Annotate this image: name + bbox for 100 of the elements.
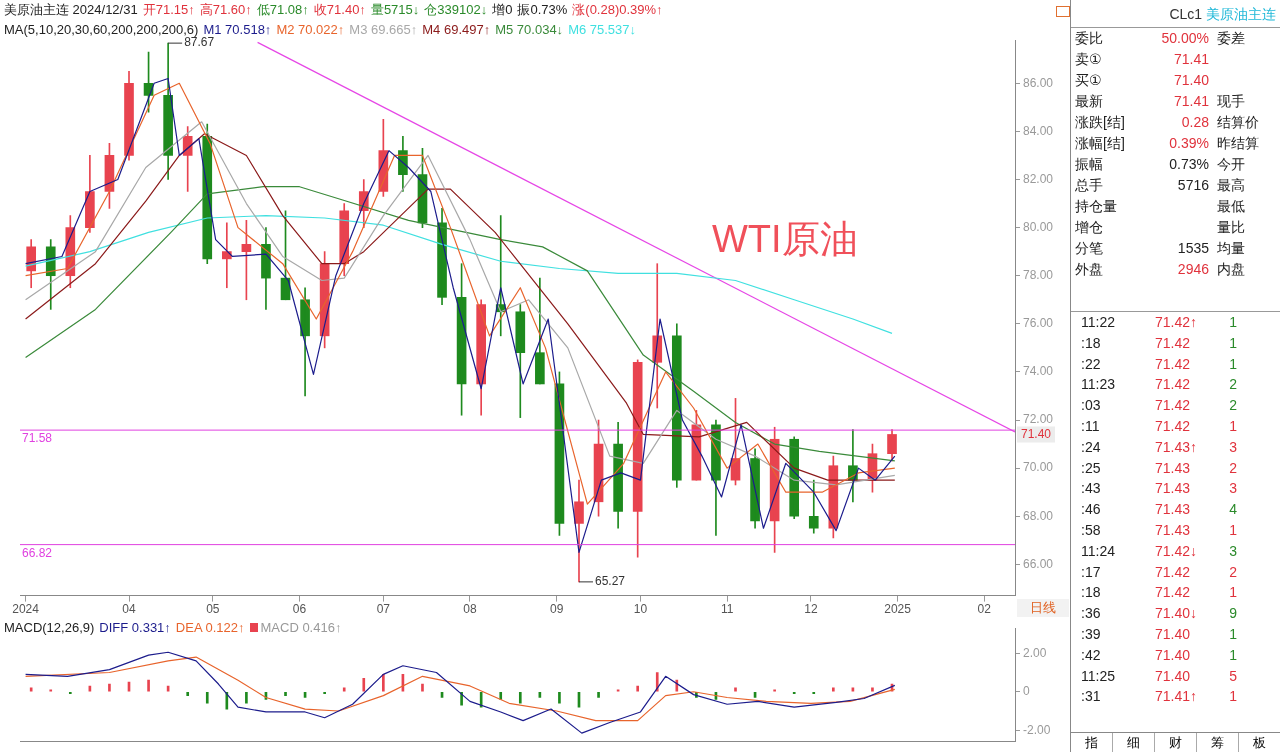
text: CLc1	[1169, 6, 1204, 22]
y-tick-label: 86.00	[1023, 75, 1054, 90]
text: 涨跌[结]	[1074, 113, 1126, 132]
bar	[792, 691, 796, 694]
text: 11:24	[1080, 541, 1116, 561]
text: :36	[1080, 604, 1102, 624]
text: 71.41↑	[1154, 687, 1199, 707]
text: 低71.08↑	[256, 2, 309, 17]
text: 71.40	[1021, 426, 1052, 441]
x-tick-label: 2025	[884, 602, 912, 617]
text: 财	[1155, 733, 1197, 752]
text: 9	[1228, 604, 1238, 624]
text: 1535	[1176, 239, 1210, 258]
text: 50.00%	[1160, 29, 1210, 48]
bar	[734, 687, 737, 692]
text: 3	[1228, 437, 1238, 457]
x-tick-label: 06	[292, 602, 307, 617]
bar	[773, 689, 776, 692]
text: 收71.40↑	[313, 2, 366, 17]
bar	[29, 687, 33, 692]
x-tick-label: 09	[549, 602, 564, 617]
text: 增仓	[1074, 218, 1104, 237]
text: 71.41	[1172, 50, 1210, 69]
series-label: DIFF 0.331↑	[99, 620, 171, 635]
text: 卖①	[1074, 50, 1103, 69]
x-tick-label: 12	[804, 602, 818, 617]
bar	[108, 683, 111, 692]
text: 1	[1228, 583, 1238, 603]
bar	[323, 691, 326, 694]
text: M4 69.497↑	[422, 22, 491, 37]
text: 量5715↓	[370, 2, 420, 17]
legend-title: MACD(12,26,9)	[4, 620, 95, 635]
text: M3 69.665↑	[349, 22, 418, 37]
text: M6 75.537↓	[568, 22, 637, 37]
y-tick-label: 68.00	[1023, 508, 1054, 523]
text: 最新	[1074, 92, 1104, 111]
text: 1	[1228, 624, 1238, 644]
text: 71.42	[1154, 354, 1192, 374]
text: 71.42↑	[1154, 313, 1199, 332]
y-tick-label: 76.00	[1023, 316, 1054, 331]
text: 71.41	[1172, 92, 1210, 111]
text: 0.73%	[1168, 155, 1210, 174]
text: 0.39%	[1168, 134, 1210, 153]
text: 11:22	[1080, 313, 1116, 332]
text: 总手	[1074, 176, 1104, 195]
chart-title: 美原油主连 2024/12/31	[4, 2, 138, 17]
text: 71.43↑	[1154, 437, 1199, 457]
text: 外盘	[1074, 260, 1104, 279]
text: 振幅	[1074, 155, 1104, 174]
text: 11:23	[1080, 375, 1116, 395]
bar	[49, 689, 53, 692]
text: :46	[1080, 500, 1102, 520]
text: WTI原油	[712, 217, 858, 262]
x-tick-label: 08	[463, 602, 477, 617]
text: 71.42	[1154, 396, 1192, 416]
legend-label: MACD 0.416↑	[260, 620, 342, 635]
text: M5 70.034↓	[495, 22, 564, 37]
text: 涨(0.28)0.39%↑	[572, 2, 663, 17]
x-tick-label: 05	[206, 602, 220, 617]
bar	[362, 677, 366, 692]
y-tick-label: 84.00	[1023, 123, 1054, 138]
bar	[245, 691, 248, 704]
text: :31	[1080, 687, 1102, 707]
text: 0.28	[1180, 113, 1210, 132]
x-tick-label: 2024	[12, 602, 40, 617]
text: 今开	[1216, 155, 1246, 174]
bar	[68, 691, 72, 694]
y-tick-label: 66.00	[1023, 556, 1054, 571]
text: 1	[1228, 417, 1238, 436]
text: :24	[1080, 437, 1102, 457]
text: M1 70.518↑	[203, 22, 272, 37]
x-tick-label: 07	[376, 602, 391, 617]
ref-line-label: 71.58	[22, 431, 53, 446]
text: 1	[1228, 520, 1238, 540]
bar	[616, 689, 620, 692]
bar	[225, 691, 229, 710]
text: 买①	[1074, 71, 1103, 90]
text: 2	[1228, 375, 1238, 395]
text: 3	[1228, 479, 1238, 499]
x-axis-title: 日线	[1017, 599, 1069, 617]
text: :11	[1080, 417, 1101, 436]
text: :58	[1080, 520, 1102, 540]
text: 71.42↓	[1154, 541, 1199, 561]
y-tick-label: 82.00	[1023, 171, 1054, 186]
text: 4	[1228, 500, 1238, 520]
y-tick-label: 78.00	[1023, 268, 1054, 283]
text: 1	[1228, 645, 1238, 665]
text: 1	[1228, 313, 1238, 332]
text: 2	[1228, 458, 1238, 478]
text: 2	[1228, 396, 1238, 416]
y-tick-label: 70.00	[1023, 460, 1054, 475]
text: 71.43	[1154, 479, 1192, 499]
x-tick-label: 04	[122, 602, 136, 617]
x-tick-label: 11	[720, 602, 734, 617]
text: :18	[1080, 333, 1102, 353]
text: :18	[1080, 583, 1102, 603]
bar	[597, 691, 600, 698]
text: 71.42	[1154, 583, 1192, 603]
text: 昨结算	[1216, 134, 1260, 153]
text: :39	[1080, 624, 1102, 644]
